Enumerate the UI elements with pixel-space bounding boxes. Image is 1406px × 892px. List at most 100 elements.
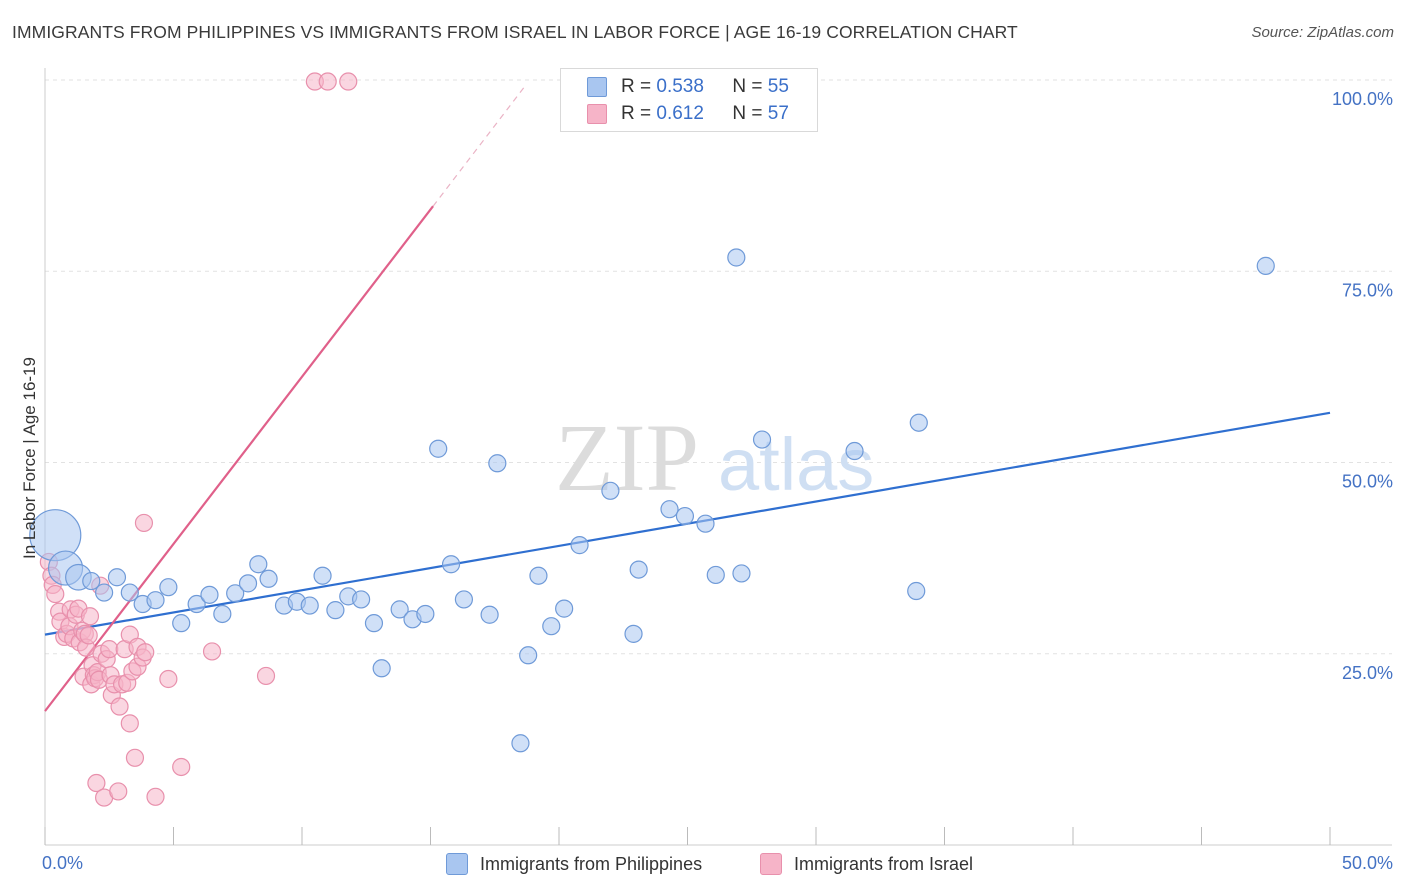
data-point-philippines: [416, 604, 435, 624]
data-point-philippines: [95, 583, 114, 602]
data-point-israel: [202, 642, 222, 661]
data-point-philippines: [259, 569, 278, 588]
data-point-philippines: [172, 614, 191, 633]
data-point-philippines: [238, 574, 258, 593]
data-point-philippines: [629, 560, 648, 579]
legend-r-label: R =: [621, 76, 657, 97]
data-point-philippines: [352, 590, 371, 609]
data-point-israel: [46, 584, 65, 604]
data-point-israel: [339, 72, 358, 91]
data-point-philippines: [390, 600, 409, 619]
data-point-philippines: [907, 581, 926, 601]
data-point-philippines: [200, 585, 219, 604]
data-point-israel: [172, 757, 191, 777]
data-point-philippines: [441, 555, 461, 574]
data-point-israel: [110, 697, 129, 716]
data-point-philippines: [488, 454, 507, 473]
data-point-philippines: [660, 500, 679, 519]
data-point-philippines: [511, 734, 530, 753]
chart-title: IMMIGRANTS FROM PHILIPPINES VS IMMIGRANT…: [12, 22, 1018, 42]
data-point-philippines: [727, 248, 746, 267]
data-point-philippines: [249, 555, 268, 574]
data-point-philippines: [226, 584, 245, 603]
data-point-philippines: [706, 565, 725, 585]
data-point-philippines: [601, 481, 620, 500]
data-point-philippines: [364, 614, 384, 633]
watermark-atlas: atlas: [718, 423, 874, 506]
correlation-legend: R = 0.538 N = 55 R = 0.612 N = 57: [560, 68, 818, 132]
bottom-legend-swatch-israel: [760, 853, 782, 875]
watermark: ZIP atlas: [555, 404, 874, 511]
bottom-legend-swatch-philippines: [446, 853, 468, 875]
y-axis-label: In Labor Force | Age 16-19: [20, 357, 39, 559]
data-point-israel: [159, 669, 178, 689]
legend-r-label: R =: [621, 103, 657, 124]
y-tick-label: 75.0%: [1342, 280, 1393, 300]
gridlines: [45, 79, 1392, 655]
legend-r-value: 0.538: [656, 76, 704, 97]
legend-r-value: 0.612: [656, 103, 704, 124]
x-tick-label-max: 50.0%: [1342, 853, 1393, 873]
data-point-israel: [100, 640, 119, 659]
y-tick-label: 100.0%: [1332, 89, 1393, 109]
data-point-philippines: [909, 413, 928, 432]
data-point-philippines: [1256, 256, 1275, 275]
data-point-israel: [87, 773, 106, 793]
data-point-philippines: [300, 596, 319, 615]
data-point-philippines: [696, 514, 715, 533]
data-point-philippines: [519, 646, 538, 665]
tick-labels: 25.0% 50.0% 75.0% 100.0% 0.0% 50.0%: [42, 89, 1393, 873]
trend-lines: [44, 84, 1331, 712]
data-point-israel: [120, 714, 139, 733]
data-point-philippines: [732, 564, 751, 583]
trend-line-extension-israel: [432, 84, 527, 207]
data-points: [29, 72, 1275, 807]
data-point-philippines: [213, 604, 232, 624]
data-point-philippines: [529, 566, 548, 585]
data-point-israel: [136, 643, 155, 662]
data-point-philippines: [454, 590, 474, 609]
trend-line-israel: [44, 205, 434, 712]
data-point-philippines: [555, 599, 574, 618]
data-point-philippines: [752, 430, 772, 449]
data-point-philippines: [120, 583, 139, 602]
data-point-philippines: [313, 566, 332, 585]
legend-n-value: 57: [767, 103, 789, 124]
legend-row-israel: R = 0.612 N = 57: [587, 101, 789, 127]
legend-n-value: 55: [767, 76, 789, 97]
source-label: Source: ZipAtlas.com: [1251, 24, 1394, 41]
data-point-israel: [125, 748, 145, 767]
legend-row-philippines: R = 0.538 N = 55: [587, 74, 789, 100]
data-point-philippines: [480, 605, 499, 624]
y-tick-label: 25.0%: [1342, 663, 1393, 683]
y-tick-label: 50.0%: [1342, 472, 1393, 492]
data-point-israel: [80, 607, 100, 626]
data-point-philippines: [675, 506, 695, 526]
legend-n-label: N =: [732, 103, 768, 124]
legend-swatch-israel: [587, 104, 607, 124]
bottom-legend-israel: Immigrants from Israel: [760, 851, 973, 877]
bottom-legend-label-philippines: Immigrants from Philippines: [480, 853, 703, 874]
bottom-legend-label-israel: Immigrants from Israel: [794, 853, 974, 874]
legend-n-label: N =: [732, 76, 768, 97]
data-point-philippines: [326, 601, 345, 620]
data-point-israel: [79, 626, 98, 645]
bottom-legend-philippines: Immigrants from Philippines: [446, 851, 702, 877]
data-point-israel: [146, 787, 165, 806]
data-point-philippines: [429, 439, 448, 458]
data-point-philippines: [159, 578, 178, 597]
data-point-philippines: [187, 594, 206, 614]
data-point-philippines: [845, 441, 864, 461]
data-point-philippines: [542, 617, 561, 636]
data-point-israel: [318, 72, 337, 91]
data-point-philippines: [107, 568, 127, 587]
data-point-israel: [109, 782, 128, 801]
data-point-philippines: [570, 536, 589, 555]
data-point-philippines: [82, 571, 101, 591]
data-point-philippines: [372, 659, 391, 678]
x-tick-label-min: 0.0%: [42, 853, 83, 873]
watermark-zip: ZIP: [555, 404, 699, 511]
data-point-philippines: [624, 624, 643, 643]
data-point-israel: [134, 513, 154, 533]
